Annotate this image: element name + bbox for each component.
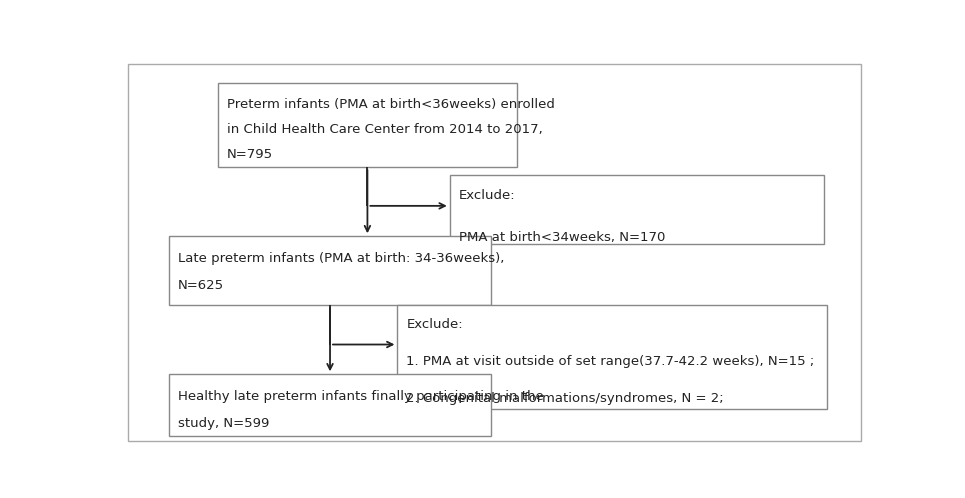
Text: PMA at birth<34weeks, N=170: PMA at birth<34weeks, N=170 <box>458 231 665 244</box>
Text: 2. Congenital malformations/syndromes, N = 2;: 2. Congenital malformations/syndromes, N… <box>406 392 724 405</box>
Bar <box>169 374 491 436</box>
Text: study, N=599: study, N=599 <box>179 417 269 430</box>
Bar <box>169 236 491 305</box>
Text: N=625: N=625 <box>179 279 224 292</box>
Text: Exclude:: Exclude: <box>406 318 463 331</box>
Text: N=795: N=795 <box>227 148 273 161</box>
Text: Preterm infants (PMA at birth<36weeks) enrolled: Preterm infants (PMA at birth<36weeks) e… <box>227 98 555 111</box>
Text: Late preterm infants (PMA at birth: 34-36weeks),: Late preterm infants (PMA at birth: 34-3… <box>179 252 505 265</box>
Text: 1. PMA at visit outside of set range(37.7-42.2 weeks), N=15 ;: 1. PMA at visit outside of set range(37.… <box>406 355 814 368</box>
Bar <box>218 83 517 167</box>
Bar <box>398 305 827 409</box>
Text: Healthy late preterm infants finally participating in the: Healthy late preterm infants finally par… <box>179 390 544 403</box>
Bar <box>450 175 823 244</box>
Text: in Child Health Care Center from 2014 to 2017,: in Child Health Care Center from 2014 to… <box>227 123 542 136</box>
Text: Exclude:: Exclude: <box>458 189 515 202</box>
